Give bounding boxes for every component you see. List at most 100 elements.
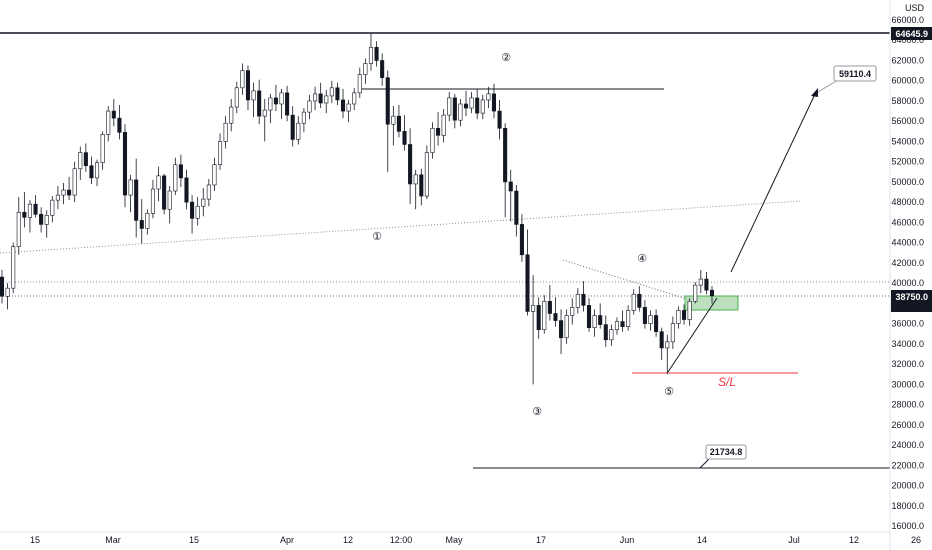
candle-body: [106, 110, 111, 135]
x-tick-label: 14: [697, 535, 707, 545]
y-tick-label: 42000.0: [891, 258, 924, 268]
candle-body: [598, 315, 603, 325]
y-tick-label: 58000.0: [891, 96, 924, 106]
low-target-label-box: [705, 444, 747, 460]
candle-body: [374, 47, 379, 61]
candle-body: [676, 310, 681, 324]
wave-label-4: ④: [637, 252, 647, 265]
candle-body: [156, 175, 161, 190]
y-tick-label: 64000.0: [891, 35, 924, 45]
y-tick-label: 62000.0: [891, 55, 924, 65]
candle-body: [55, 194, 60, 201]
candle-body: [575, 293, 580, 308]
candle-body: [648, 315, 653, 324]
candle-body: [413, 174, 418, 185]
x-tick-label: 12: [849, 535, 859, 545]
candle-body: [380, 60, 385, 78]
candle-body: [586, 305, 592, 328]
price-axis[interactable]: USD 66000.0 64000.0 62000.0 60000.0 58000.0 5…: [889, 0, 932, 550]
wave-label-3: ③: [532, 405, 542, 418]
candle-body: [559, 320, 564, 339]
candle-body: [654, 315, 659, 332]
y-tick-label: 24000.0: [891, 440, 924, 450]
last-price-tag-text: 38750.0: [895, 292, 928, 302]
candle-body: [514, 190, 519, 225]
candle-body: [452, 97, 457, 121]
candle-body: [340, 99, 346, 112]
candle-body: [212, 164, 217, 186]
x-tick-label: May: [445, 535, 463, 545]
trendline-dotted-desc: [562, 259, 691, 301]
low-target-label: 21734.8: [710, 447, 743, 457]
candle-body: [273, 97, 278, 105]
candle-body: [16, 211, 21, 247]
candle-body: [67, 189, 72, 196]
candle-body: [329, 87, 334, 97]
wave-label-2: ②: [501, 51, 511, 64]
candle-body: [162, 175, 167, 210]
candle-body: [150, 188, 155, 214]
candle-body: [659, 331, 664, 349]
y-tick-label: 46000.0: [891, 217, 924, 227]
candle-body: [491, 93, 497, 112]
wave-label-1: ①: [372, 230, 382, 243]
candle-body: [391, 115, 396, 125]
drawings-layer: S/L 59110.4 21734.8 ① ② ③ ④ ⑤: [0, 32, 890, 469]
candle-body: [637, 293, 642, 308]
x-tick-label: Mar: [105, 535, 121, 545]
y-tick-label: 32000.0: [891, 359, 924, 369]
candle-body: [687, 301, 692, 320]
candle-body: [78, 152, 83, 170]
candle-body: [614, 321, 619, 330]
candle-body: [50, 199, 55, 216]
candle-body: [279, 92, 284, 105]
x-tick-label: 15: [30, 535, 40, 545]
candle-body: [665, 341, 670, 349]
candle-body: [626, 310, 631, 327]
candle-body: [296, 122, 301, 140]
y-tick-label: 44000.0: [891, 238, 924, 248]
stop-loss-label: S/L: [718, 375, 736, 389]
candle-body: [581, 293, 586, 306]
y-tick-label: 30000.0: [891, 379, 924, 389]
candle-body: [33, 203, 38, 215]
candle-body: [642, 307, 647, 324]
candle-body: [318, 93, 323, 104]
time-axis[interactable]: 15 Mar 15 Apr 12 12:00 May 17 Jun 14 Jul 12 26: [0, 531, 921, 545]
candle-body: [447, 97, 452, 116]
candle-body: [670, 323, 675, 343]
candle-body: [201, 198, 206, 207]
high-price-tag: [891, 27, 932, 40]
candle-body: [100, 134, 105, 164]
candle-body: [324, 95, 329, 104]
countdown-text: 22:47: [896, 301, 919, 311]
target-connector: [817, 79, 839, 93]
candle-body: [570, 307, 575, 316]
candle-body: [229, 106, 234, 124]
candle-body: [436, 127, 441, 136]
candle-body: [508, 181, 513, 192]
candle-body: [234, 87, 239, 108]
candle-body: [631, 293, 636, 311]
x-tick-label: 12: [343, 535, 353, 545]
candle-body: [441, 114, 446, 136]
candle-body: [475, 97, 480, 114]
candle-body: [385, 77, 390, 125]
candle-body: [542, 301, 547, 330]
candle-body: [245, 70, 251, 101]
y-tick-label: 52000.0: [891, 157, 924, 167]
y-tick-label: 34000.0: [891, 339, 924, 349]
candle-body: [704, 278, 709, 291]
currency-label: USD: [905, 3, 925, 13]
candle-body: [307, 100, 312, 113]
candle-body: [223, 122, 228, 142]
candle-body: [525, 254, 530, 312]
candle-body: [5, 287, 10, 297]
x-tick-label: 17: [536, 535, 546, 545]
candle-body: [313, 93, 318, 102]
x-tick-label: Jul: [788, 535, 800, 545]
target-label: 59110.4: [839, 69, 871, 79]
candle-body: [609, 329, 614, 341]
candle-body: [27, 203, 32, 218]
